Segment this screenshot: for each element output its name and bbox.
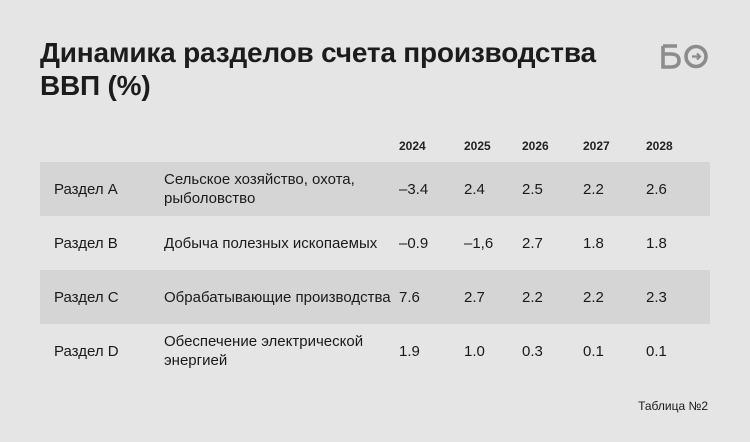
value-cell: 1.8 <box>646 234 667 252</box>
section-code: Раздел С <box>40 270 164 324</box>
value-cell: 7.6 <box>399 270 464 324</box>
table-row: Раздел А Сельское хозяйство, охота, рыбо… <box>40 162 710 216</box>
table-caption: Таблица №2 <box>638 399 708 413</box>
value-cell: 1.8 <box>583 234 604 252</box>
header-blank <box>164 130 399 162</box>
value-cell: 2.4 <box>464 162 522 216</box>
table-row: Раздел С Обрабатывающие производства 7.6… <box>40 270 710 324</box>
column-header-year: 2027 <box>583 139 610 153</box>
value-cell: 2.7 <box>522 234 543 252</box>
value-cell: –0.9 <box>399 234 429 252</box>
table-row: Раздел В Добыча полезных ископаемых –0.9… <box>40 216 710 270</box>
page-title: Динамика разделов счета производства ВВП… <box>40 37 596 101</box>
value-cell: 0.1 <box>646 342 667 360</box>
value-cell: 2.2 <box>583 162 646 216</box>
column-header-year: 2028 <box>646 139 673 153</box>
value-cell: 2.6 <box>646 162 710 216</box>
table-row: Раздел D Обеспечение электрической энерг… <box>40 324 710 378</box>
column-header-year: 2025 <box>464 139 491 153</box>
section-code: Раздел В <box>54 234 118 252</box>
header-blank <box>40 130 164 162</box>
section-description: Обрабатывающие производства <box>164 270 399 324</box>
gdp-sections-table: 2024 2025 2026 2027 2028 Раздел А Сельск… <box>40 130 710 378</box>
section-description: Добыча полезных ископаемых <box>164 234 378 252</box>
value-cell: 2.7 <box>464 270 522 324</box>
value-cell: –3.4 <box>399 162 464 216</box>
table-header-row: 2024 2025 2026 2027 2028 <box>40 130 710 162</box>
section-code: Раздел D <box>54 342 119 360</box>
value-cell: –1,6 <box>464 234 494 252</box>
value-cell: 0.3 <box>522 342 543 360</box>
value-cell: 2.5 <box>522 162 583 216</box>
column-header-year: 2024 <box>399 139 426 153</box>
value-cell: 1.0 <box>464 342 485 360</box>
value-cell: 0.1 <box>583 342 604 360</box>
value-cell: 1.9 <box>399 342 420 360</box>
section-description: Обеспечение электрической энергией <box>164 333 364 369</box>
section-description: Сельское хозяйство, охота, рыболовство <box>164 162 399 216</box>
value-cell: 2.2 <box>583 270 646 324</box>
column-header-year: 2026 <box>522 139 549 153</box>
value-cell: 2.2 <box>522 270 583 324</box>
section-code: Раздел А <box>40 162 164 216</box>
value-cell: 2.3 <box>646 270 710 324</box>
bo-logo-icon <box>661 44 708 69</box>
